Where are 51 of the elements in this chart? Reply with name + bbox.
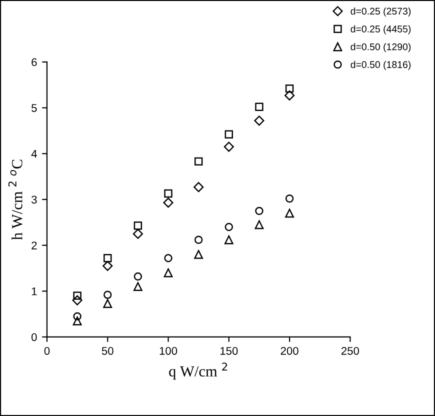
point xyxy=(284,90,295,100)
y-tick-label: 5 xyxy=(32,104,37,112)
y-tick-label: 3 xyxy=(32,196,37,204)
point xyxy=(285,208,294,218)
point xyxy=(255,206,264,216)
point xyxy=(73,312,82,320)
point xyxy=(285,194,294,203)
point xyxy=(72,316,82,326)
x-axis-title: q W/cm $^{2}$ xyxy=(169,362,228,380)
legend-label: d=0.50 (1290) xyxy=(350,43,411,52)
x-tick-label: 50 xyxy=(102,346,114,355)
x-tick-label: 250 xyxy=(341,346,360,355)
point xyxy=(132,228,143,239)
point xyxy=(224,142,234,152)
point xyxy=(164,254,172,262)
y-tick-label: 6 xyxy=(32,58,37,66)
point xyxy=(254,220,264,230)
point xyxy=(72,295,82,306)
point xyxy=(194,157,203,166)
y-tick-label: 4 xyxy=(31,150,37,158)
point xyxy=(134,272,142,281)
point xyxy=(103,299,112,308)
x-tick-label: 150 xyxy=(220,346,238,355)
x-tick-label: 100 xyxy=(160,346,178,355)
legend-label: d=0.25 (2573) xyxy=(350,7,411,17)
point xyxy=(254,116,264,126)
y-tick-label: 0 xyxy=(32,333,37,342)
x-tick-label: 200 xyxy=(280,346,298,355)
y-axis-title: h W/cm $^{2 o}$C xyxy=(8,160,22,240)
point xyxy=(134,221,142,230)
point xyxy=(164,268,173,278)
y-tick-label: 2 xyxy=(32,242,37,250)
point xyxy=(224,222,233,232)
point xyxy=(164,189,172,198)
point xyxy=(224,130,233,138)
point xyxy=(104,290,112,299)
point xyxy=(194,182,204,192)
point xyxy=(104,254,112,262)
point xyxy=(133,282,142,291)
legend-label: d=0.50 (1816) xyxy=(350,60,411,70)
point xyxy=(285,84,294,93)
point xyxy=(255,102,264,111)
x-tick-label: 0 xyxy=(44,346,50,355)
y-tick-label: 1 xyxy=(32,288,37,296)
point xyxy=(163,198,174,208)
legend-label: d=0.25 (4455) xyxy=(350,25,411,34)
point xyxy=(102,260,113,271)
point xyxy=(194,236,203,244)
point xyxy=(194,250,204,259)
point xyxy=(224,235,234,244)
point xyxy=(73,292,82,300)
